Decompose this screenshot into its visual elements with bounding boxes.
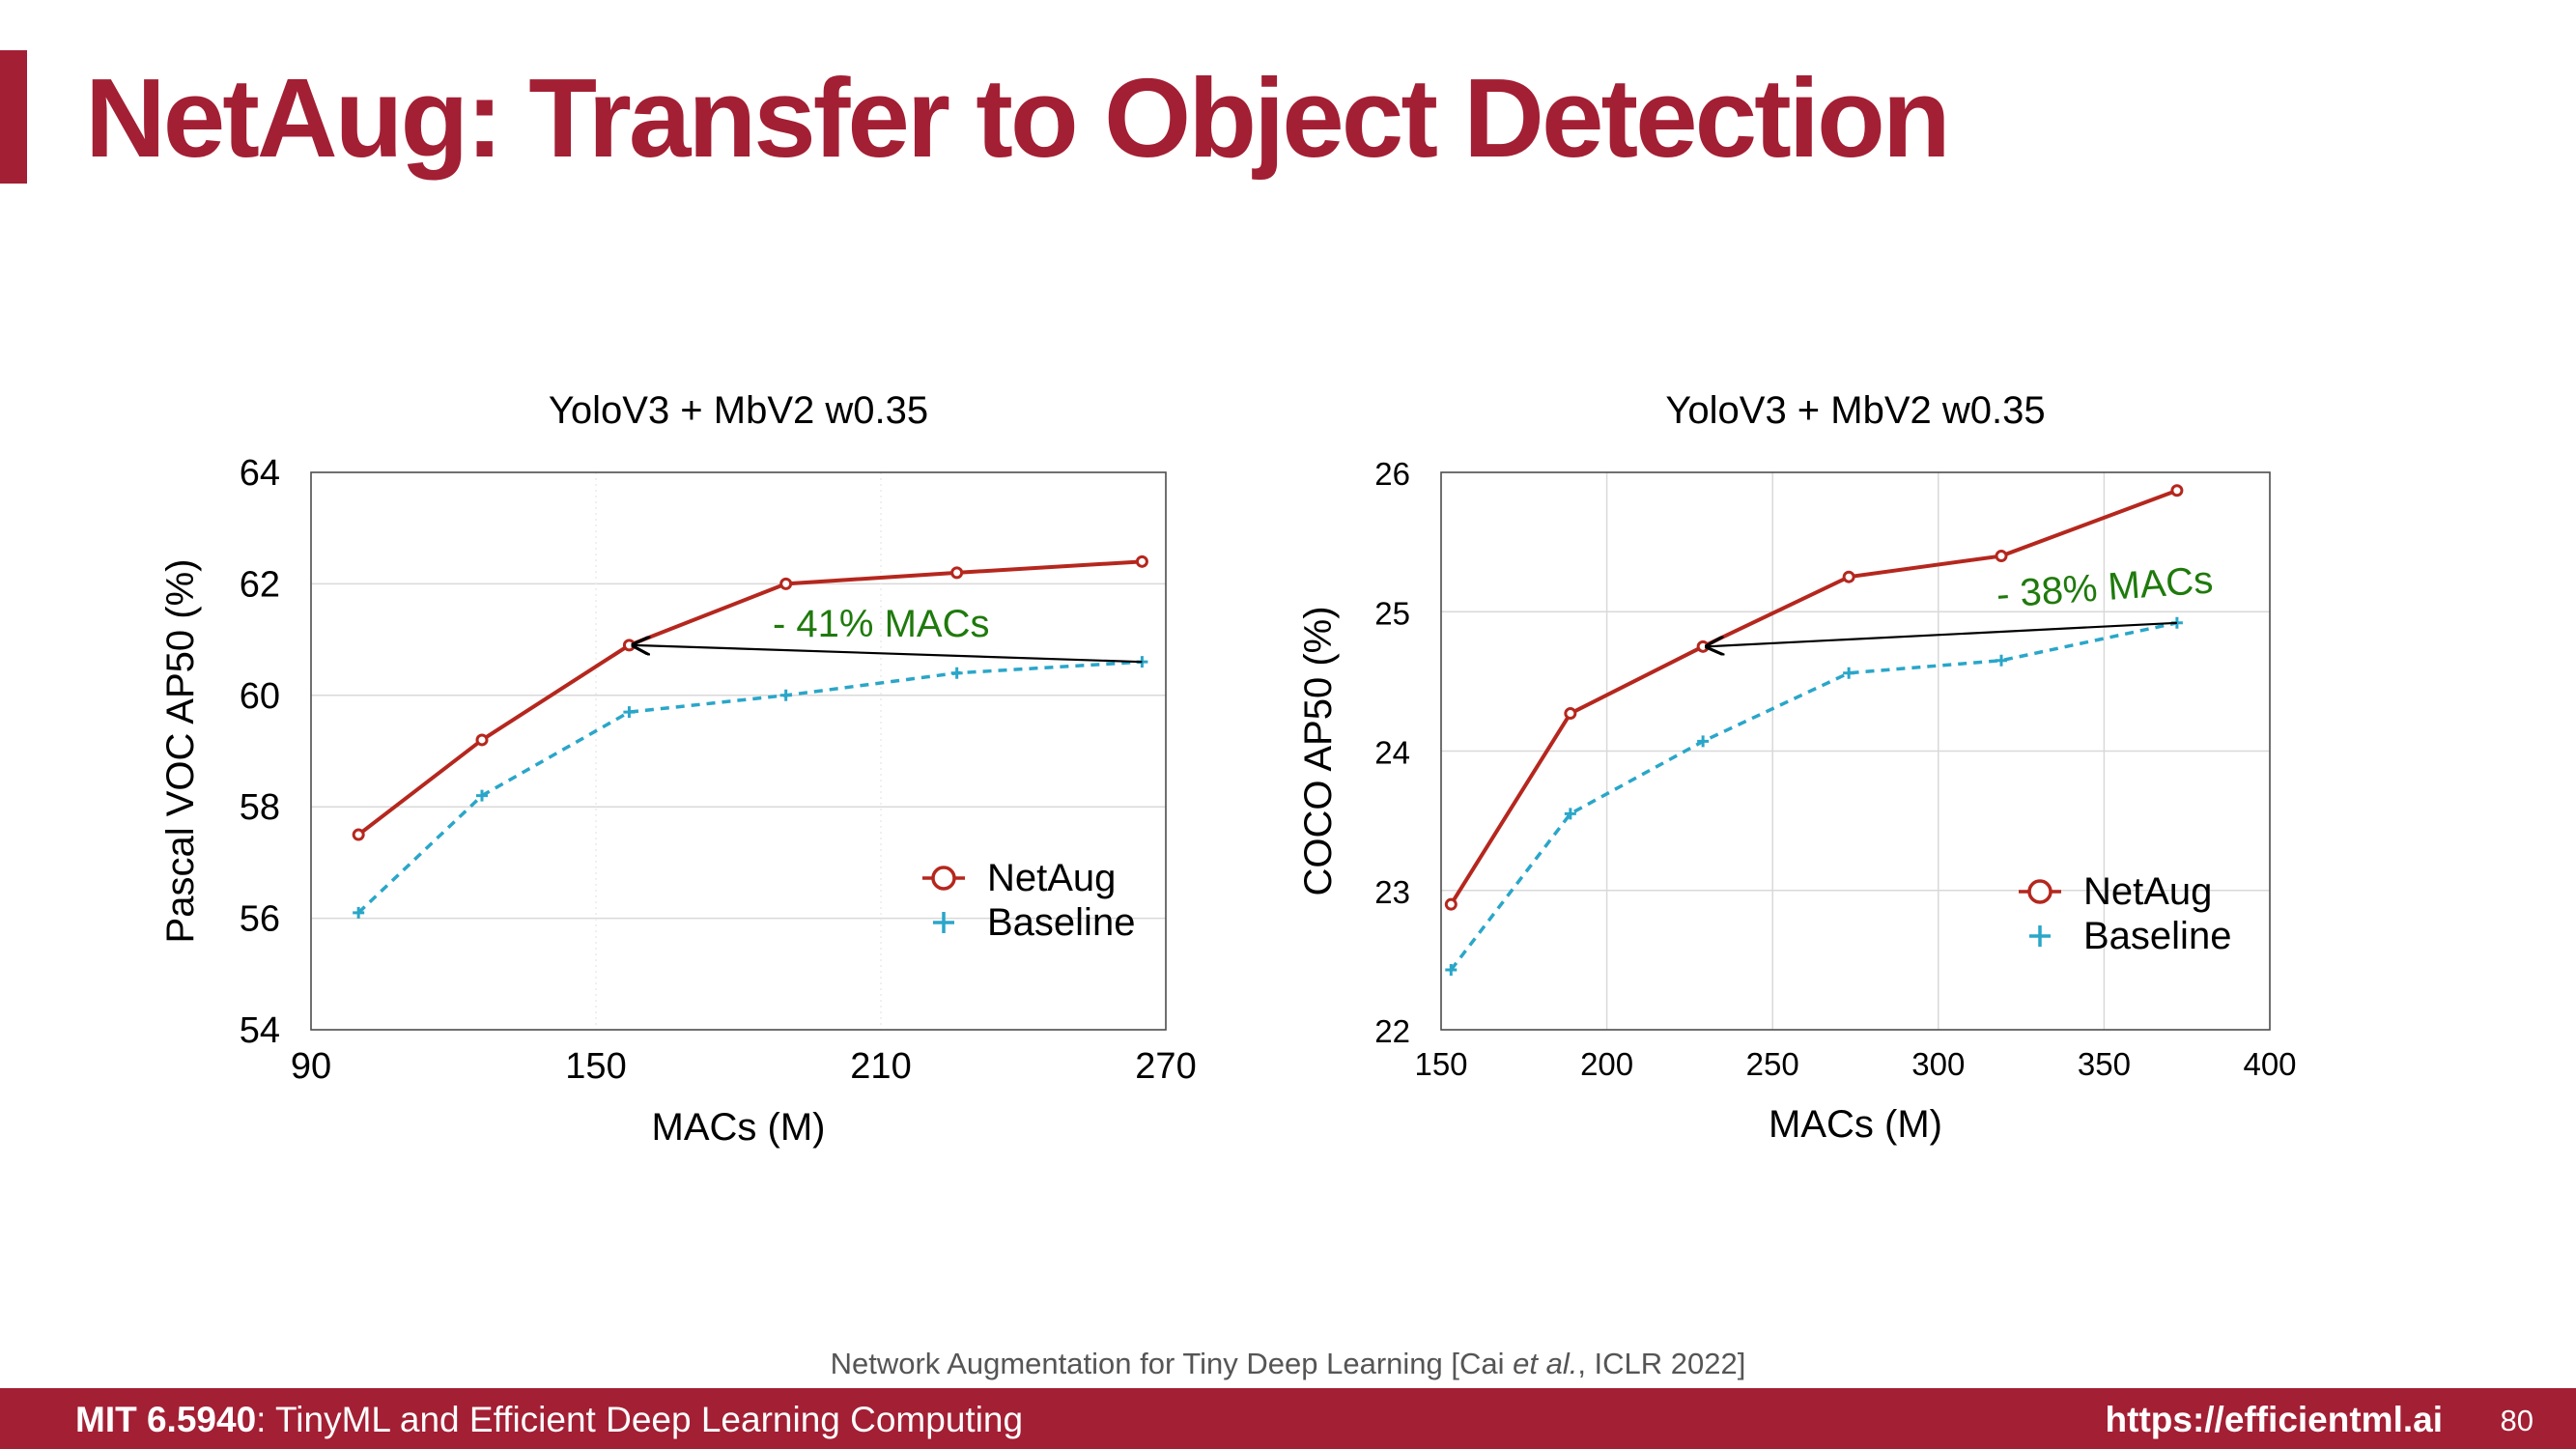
chart-title: YoloV3 + MbV2 w0.35 [549,389,928,432]
y-tick-label: 24 [1374,735,1410,771]
series-line-baseline [356,660,1143,915]
data-point-baseline [1843,667,1855,679]
footer-course-code: MIT 6.5940 [75,1400,257,1439]
annotation-arrow [633,645,1143,664]
footer-course-name: : TinyML and Efficient Deep Learning Com… [256,1400,1024,1439]
annotation-arrow [1707,621,2177,647]
citation-italic: et al. [1513,1347,1578,1380]
plot-frame [310,471,1167,1031]
data-point-netaug [622,639,636,652]
legend-marker-baseline [2029,925,2051,947]
data-point-baseline [1564,808,1576,820]
legend-label-netaug: NetAug [2083,870,2212,913]
data-point-netaug [352,828,365,841]
y-tick-label: 62 [240,564,280,605]
series-line-baseline [1449,621,2178,972]
series-line-netaug [356,559,1143,837]
legend-marker-baseline [933,912,954,933]
data-point-baseline [623,706,636,719]
footer-course: MIT 6.5940: TinyML and Efficient Deep Le… [75,1400,1023,1440]
data-point-netaug [1995,550,2008,563]
voc-chart: 54 56 58 60 62 64 90 150 210 270 YoloV3 + MbV2 w0.… [159,389,1197,1149]
data-point-baseline [353,906,365,919]
x-tick-label: 400 [2243,1046,2296,1082]
y-tick-label: 54 [240,1010,280,1051]
legend-marker-netaug [931,866,956,891]
data-point-netaug [1696,639,1710,653]
data-point-baseline [1996,654,2008,667]
legend-label-netaug: NetAug [987,857,1116,899]
x-tick-label: 90 [291,1046,331,1087]
y-axis-label: Pascal VOC AP50 (%) [159,559,202,944]
y-tick-label: 23 [1374,874,1410,910]
y-tick-label: 64 [240,453,280,494]
data-point-netaug [1444,897,1458,911]
data-point-baseline [1445,963,1458,976]
x-tick-label: 350 [2078,1046,2131,1082]
data-point-netaug [1564,707,1577,721]
x-axis-label: MACs (M) [652,1106,826,1149]
x-tick-label: 250 [1746,1046,1799,1082]
legend-label-baseline: Baseline [987,901,1135,944]
citation-prefix: Network Augmentation for Tiny Deep Learn… [830,1347,1514,1380]
annotation-text: - 41% MACs [773,603,990,645]
slide-title: NetAug: Transfer to Object Detection [85,55,1951,181]
series-line-netaug [1449,488,2178,906]
footer-url[interactable]: https://efficientml.ai [2105,1400,2443,1439]
data-point-netaug [779,577,793,590]
x-tick-label: 210 [850,1046,911,1087]
legend-label-baseline: Baseline [2083,915,2231,957]
chart-title: YoloV3 + MbV2 w0.35 [1665,389,2045,432]
y-tick-label: 26 [1374,456,1410,492]
page-number: 80 [2500,1404,2534,1437]
citation: Network Augmentation for Tiny Deep Learn… [0,1347,2576,1381]
x-tick-label: 150 [565,1046,626,1087]
data-point-netaug [950,566,964,580]
legend-marker-netaug [2027,879,2052,904]
x-tick-label: 270 [1135,1046,1196,1087]
y-tick-label: 25 [1374,595,1410,631]
x-tick-label: 200 [1580,1046,1633,1082]
y-tick-label: 22 [1374,1013,1410,1049]
footer-bar: MIT 6.5940: TinyML and Efficient Deep Le… [0,1388,2576,1449]
data-point-baseline [950,667,963,679]
data-point-netaug [475,733,489,747]
data-point-baseline [476,789,488,802]
plot-frame [1440,471,2271,1031]
data-point-netaug [1135,554,1148,568]
y-tick-label: 58 [240,787,280,828]
title-accent-bar [0,50,27,184]
data-point-netaug [2170,484,2184,497]
charts-area: 54 56 58 60 62 64 90 150 210 270 YoloV3 + MbV2 w0.… [159,389,2297,1149]
coco-chart: 22 23 24 25 26 150 200 250 300 350 400 YoloV3 + MbV… [1297,389,2297,1146]
x-tick-label: 300 [1911,1046,1965,1082]
annotation-text: - 38% MACs [1996,558,2215,616]
data-point-netaug [1842,570,1855,583]
data-point-baseline [779,689,792,701]
x-axis-label: MACs (M) [1769,1103,1942,1146]
y-tick-label: 60 [240,676,280,717]
y-axis-label: COCO AP50 (%) [1297,606,1340,895]
x-tick-label: 150 [1414,1046,1467,1082]
citation-suffix: , ICLR 2022] [1577,1347,1746,1380]
y-tick-label: 56 [240,899,280,940]
data-point-baseline [1697,735,1710,748]
